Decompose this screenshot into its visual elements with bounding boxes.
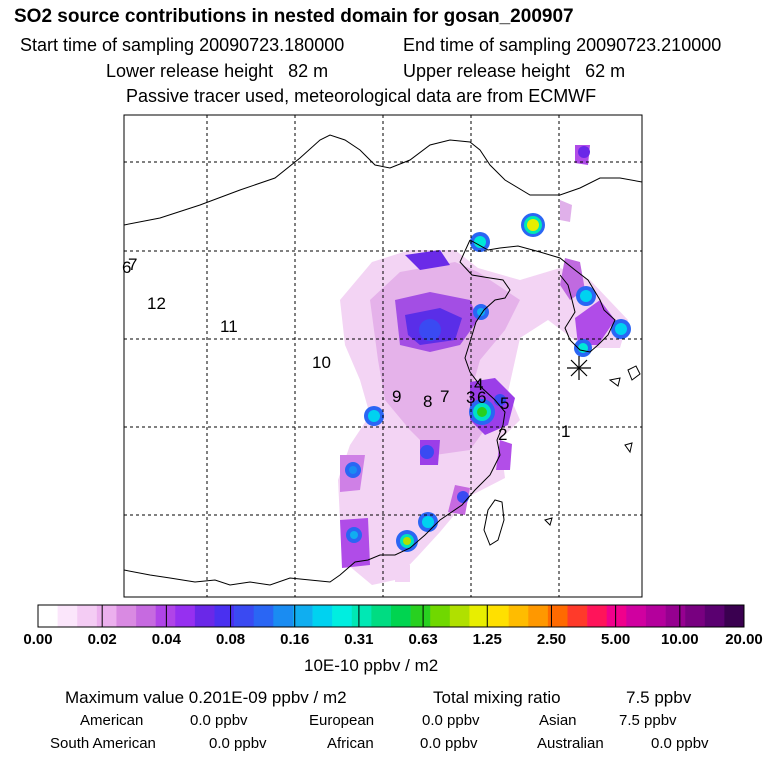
region-label: 7 — [128, 255, 137, 274]
colorbar-swatch — [312, 605, 333, 627]
colorbar-swatch — [38, 605, 58, 627]
colorbar-swatch — [685, 605, 706, 627]
colorbar-swatch — [194, 605, 215, 627]
colorbar-tick-label: 0.04 — [151, 631, 181, 648]
colorbar-swatch — [606, 605, 627, 627]
colorbar-tick-label: 0.02 — [87, 631, 117, 648]
european-label: European — [309, 712, 375, 729]
south-american-value: 0.0 ppbv — [209, 735, 267, 752]
colorbar-swatch — [626, 605, 647, 627]
colorbar-swatch — [704, 605, 725, 627]
colorbar-swatch — [724, 605, 745, 627]
australian-label: Australian — [537, 735, 604, 752]
region-label: 6 — [122, 258, 131, 277]
tracer-note: Passive tracer used, meteorological data… — [126, 86, 597, 106]
region-label: 11 — [220, 317, 238, 336]
colorbar-border — [37, 604, 745, 628]
south-american-label: South American — [50, 735, 156, 752]
colorbar-swatch — [528, 605, 549, 627]
colorbar-swatch — [430, 605, 451, 627]
colorbar-swatch — [489, 605, 509, 627]
colorbar-swatch — [587, 605, 608, 627]
colorbar-swatch — [136, 605, 156, 627]
colorbar — [37, 604, 745, 628]
colorbar-tick-label: 10.00 — [661, 631, 699, 648]
african-value: 0.0 ppbv — [420, 735, 478, 752]
colorbar-swatch — [371, 605, 392, 627]
total-mixing-label: Total mixing ratio — [433, 688, 561, 707]
colorbar-swatch — [116, 605, 137, 627]
coastlines — [124, 134, 642, 586]
colorbar-swatch — [77, 605, 98, 627]
asian-value: 7.5 ppbv — [619, 712, 677, 729]
american-value: 0.0 ppbv — [190, 712, 248, 729]
colorbar-swatch — [508, 605, 529, 627]
region-label: 5 — [500, 394, 509, 413]
upper-release-label: Upper release height 62 m — [403, 61, 626, 81]
graticule — [124, 115, 642, 597]
region-label: 10 — [312, 353, 331, 372]
end-time-label: End time of sampling 20090723.210000 — [403, 35, 722, 55]
colorbar-units: 10E-10 ppbv / m2 — [304, 656, 439, 675]
african-label: African — [327, 735, 374, 752]
total-mixing-value: 7.5 ppbv — [626, 688, 692, 707]
colorbar-swatch — [567, 605, 588, 627]
region-labels: 1 2 3 4 5 6 7 8 9 10 11 12 6 7 — [122, 255, 570, 444]
colorbar-swatch — [351, 605, 372, 627]
colorbar-tick-label: 2.50 — [536, 631, 567, 648]
region-label: 2 — [498, 425, 507, 444]
asian-label: Asian — [539, 712, 577, 729]
region-label: 8 — [423, 392, 432, 411]
colorbar-swatch — [665, 605, 686, 627]
region-label: 6 — [477, 388, 486, 407]
colorbar-swatch — [410, 605, 431, 627]
colorbar-swatch — [332, 605, 353, 627]
colorbar-swatch — [96, 605, 117, 627]
map-frame — [123, 114, 643, 598]
colorbar-swatch — [645, 605, 666, 627]
european-value: 0.0 ppbv — [422, 712, 480, 729]
colorbar-tick-label: 0.63 — [408, 631, 438, 648]
american-label: American — [80, 712, 144, 729]
region-label: 7 — [440, 387, 449, 406]
colorbar-swatch — [155, 605, 176, 627]
receptor-star-icon — [567, 356, 591, 380]
region-label: 12 — [147, 294, 166, 313]
colorbar-swatch — [273, 605, 294, 627]
colorbar-tick-label: 0.08 — [215, 631, 246, 648]
colorbar-swatch — [253, 605, 274, 627]
colorbar-tick-label: 0.00 — [23, 631, 53, 648]
colorbar-swatch — [469, 605, 490, 627]
region-label: 4 — [474, 375, 483, 394]
colorbar-tick-label: 5.00 — [601, 631, 631, 648]
region-label: 9 — [392, 387, 401, 406]
colorbar-swatch — [391, 605, 411, 627]
australian-value: 0.0 ppbv — [651, 735, 709, 752]
page-title: SO2 source contributions in nested domai… — [14, 6, 574, 27]
colorbar-tick-label: 1.25 — [472, 631, 502, 648]
colorbar-swatch — [547, 605, 568, 627]
max-value-label: Maximum value 0.201E-09 ppbv / m2 — [65, 688, 347, 707]
colorbar-swatch — [449, 605, 470, 627]
region-label: 1 — [561, 422, 570, 441]
colorbar-swatch — [292, 605, 313, 627]
colorbar-swatch — [175, 605, 196, 627]
lower-release-label: Lower release height 82 m — [106, 61, 329, 81]
colorbar-tick-label: 20.00 — [725, 631, 763, 648]
colorbar-tick-label: 0.31 — [344, 631, 374, 648]
colorbar-swatch — [214, 605, 235, 627]
start-time-label: Start time of sampling 20090723.180000 — [20, 35, 345, 55]
region-label: 3 — [466, 388, 475, 407]
colorbar-tick-label: 0.16 — [280, 631, 310, 648]
colorbar-swatch — [57, 605, 78, 627]
colorbar-swatch — [234, 605, 255, 627]
